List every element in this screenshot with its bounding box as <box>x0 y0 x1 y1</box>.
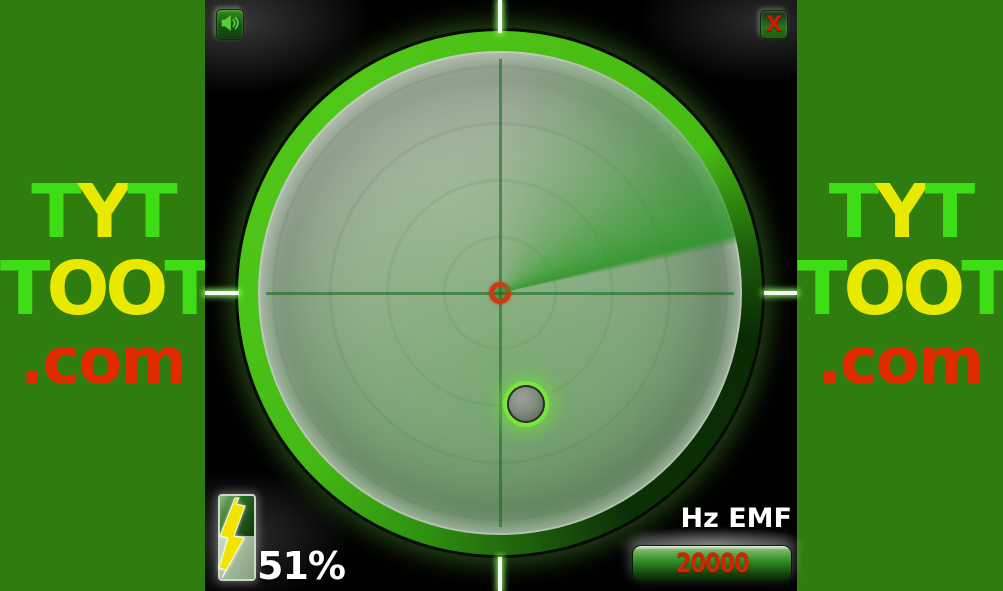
sound-button[interactable] <box>216 9 244 40</box>
battery-level-fill <box>220 535 254 579</box>
crosshair-tick-left <box>205 291 239 295</box>
close-button[interactable]: X <box>760 10 788 39</box>
emf-units-label: Hz EMF <box>680 503 792 534</box>
radar-blip[interactable] <box>507 385 545 423</box>
close-icon: X <box>765 12 783 36</box>
watermark-line-com: .com <box>20 325 187 399</box>
emf-value-display[interactable]: 20000 <box>632 545 792 581</box>
crosshair-tick-top <box>498 0 502 33</box>
crosshair-tick-bottom <box>498 557 502 591</box>
battery-level-empty <box>220 496 254 536</box>
radar-display[interactable] <box>258 51 742 535</box>
speaker-icon <box>220 13 240 37</box>
battery-percent-label: 51% <box>257 544 346 588</box>
center-target-icon <box>489 282 511 304</box>
right-watermark-panel: TYT TOOT .com <box>797 0 1003 591</box>
battery-icon <box>218 494 256 581</box>
watermark-line-com: .com <box>817 325 985 399</box>
left-watermark-panel: TYT TOOT .com <box>0 0 215 591</box>
crosshair-tick-right <box>764 291 797 295</box>
watermark-line-tyt: TYT <box>828 169 976 255</box>
emf-value: 20000 <box>675 547 750 579</box>
watermark-line-toot: TOOT <box>797 246 1003 332</box>
watermark-line-toot: TOOT <box>0 246 215 332</box>
watermark-line-tyt: TYT <box>31 169 178 255</box>
